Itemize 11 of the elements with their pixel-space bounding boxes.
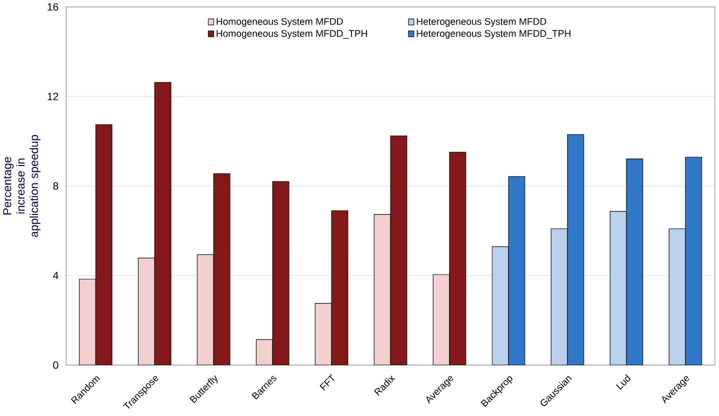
- y-tick-label: 16: [48, 3, 58, 10]
- legend-label: Heterogeneous System MFDD: [416, 18, 546, 27]
- legend-label: Heterogeneous System MFDD_TPH: [416, 30, 570, 39]
- y-tick-label: 8: [53, 182, 58, 190]
- y-tick-label: 4: [53, 272, 58, 279]
- y-axis-title: Percentage increase in application speedup: [3, 134, 40, 237]
- legend-label: Homogeneous System MFDD_TPH: [216, 30, 367, 39]
- legend-label: Homogeneous System MFDD: [216, 18, 343, 27]
- y-tick-label: 12: [48, 92, 58, 100]
- y-tick-label: 0: [53, 361, 58, 369]
- x-tick-label: Lud: [616, 374, 631, 390]
